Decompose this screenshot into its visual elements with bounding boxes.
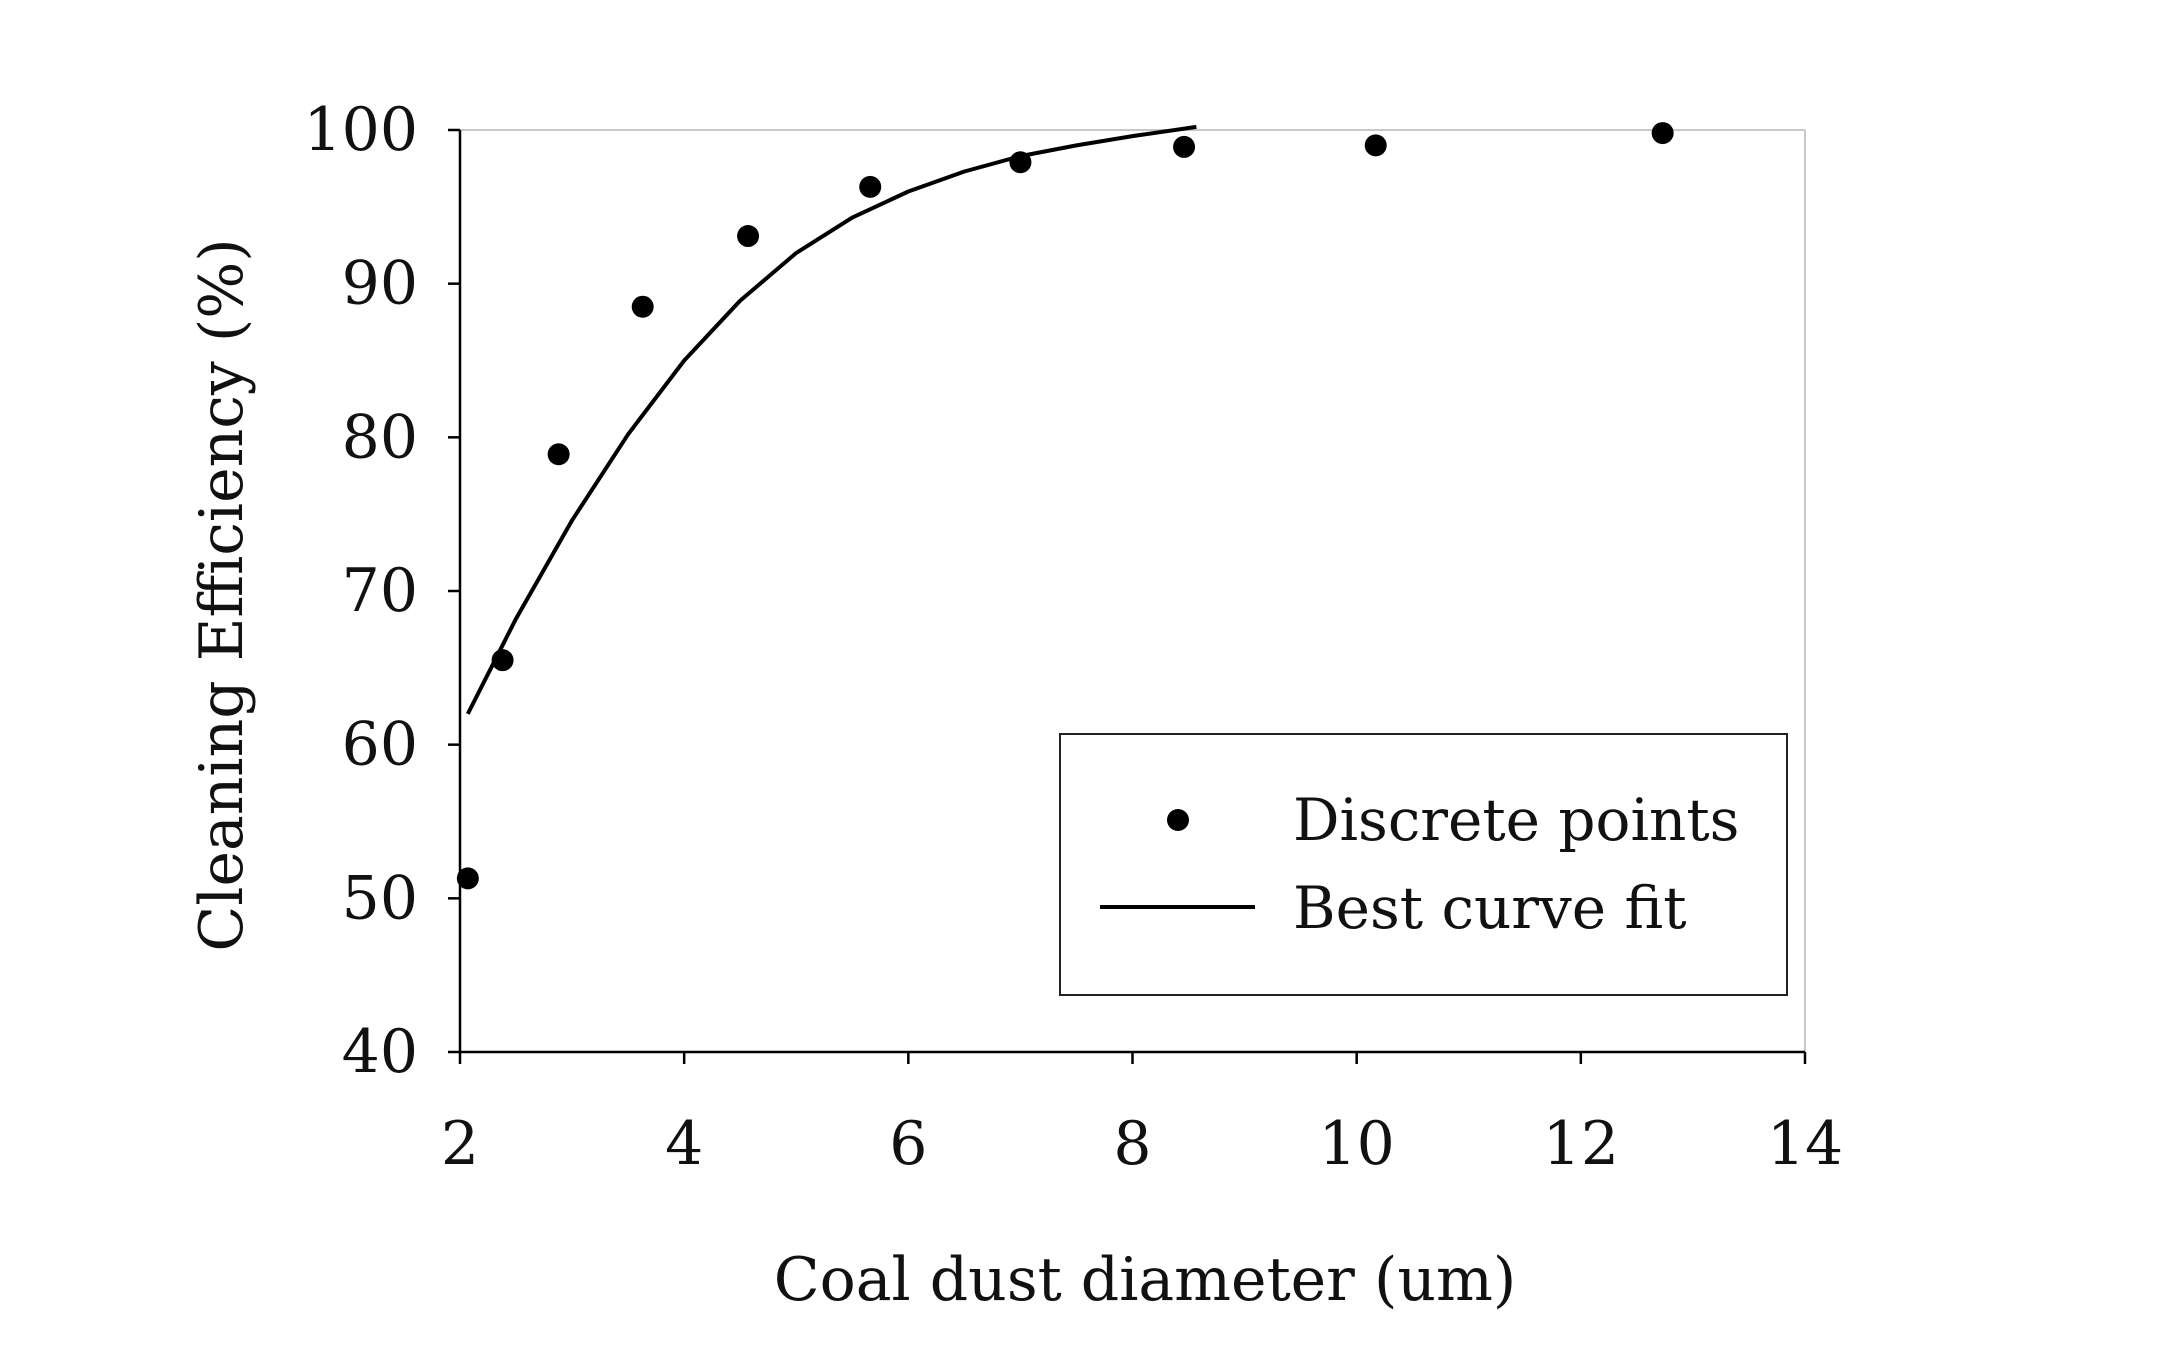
data-point bbox=[547, 443, 570, 466]
x-tick-label: 14 bbox=[1767, 1109, 1843, 1179]
data-point bbox=[456, 867, 479, 890]
legend-label-discrete-points: Discrete points bbox=[1293, 786, 1739, 854]
y-tick-label: 50 bbox=[342, 863, 418, 933]
y-tick-label: 70 bbox=[342, 556, 418, 626]
data-point bbox=[737, 225, 760, 248]
data-point bbox=[631, 295, 654, 318]
data-point bbox=[1173, 135, 1196, 158]
y-tick-label: 40 bbox=[342, 1017, 418, 1087]
data-point bbox=[1651, 122, 1674, 145]
x-tick-label: 6 bbox=[889, 1109, 927, 1179]
legend-label-best-curve-fit: Best curve fit bbox=[1293, 874, 1687, 942]
y-axis-label: Cleaning Efficiency (%) bbox=[187, 238, 257, 951]
legend: Discrete points Best curve fit bbox=[1059, 733, 1788, 996]
y-tick-label: 100 bbox=[303, 95, 418, 165]
tick-labels: 2 4 6 8 10 12 14 40 50 60 70 80 90 100 bbox=[303, 95, 1843, 1179]
x-tick-label: 2 bbox=[441, 1109, 479, 1179]
legend-box bbox=[1059, 733, 1788, 996]
y-tick-label: 80 bbox=[342, 402, 418, 472]
y-tick-label: 60 bbox=[342, 710, 418, 780]
axis-ticks bbox=[448, 128, 1807, 1064]
x-tick-label: 8 bbox=[1113, 1109, 1151, 1179]
x-tick-label: 10 bbox=[1318, 1109, 1394, 1179]
series-layer bbox=[456, 122, 1674, 890]
series-line-best-curve-fit bbox=[466, 124, 1197, 715]
data-point bbox=[1009, 151, 1032, 174]
legend-marker-discrete-points bbox=[1167, 809, 1189, 831]
data-point bbox=[1364, 134, 1387, 157]
x-tick-label: 12 bbox=[1543, 1109, 1619, 1179]
x-tick-label: 4 bbox=[665, 1109, 703, 1179]
data-point bbox=[859, 175, 882, 198]
x-axis-label: Coal dust diameter (um) bbox=[774, 1245, 1517, 1315]
data-point bbox=[491, 649, 514, 672]
y-tick-label: 90 bbox=[342, 249, 418, 319]
